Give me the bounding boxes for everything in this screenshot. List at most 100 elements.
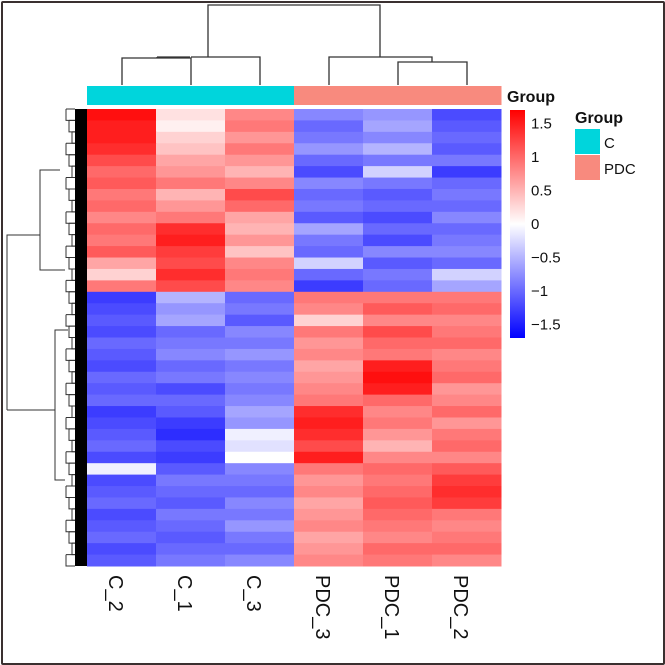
cell-C_3-row13 [225,246,295,259]
cell-PDC_3-row9 [294,200,364,213]
cell-PDC_2-row36 [432,508,502,521]
row-leaf-branch [65,416,75,430]
cell-C_2-row7 [87,177,157,190]
cell-C_1-row16 [156,280,226,293]
cell-C_2-row6 [87,166,157,179]
cell-PDC_3-row26 [294,394,364,407]
row-leaf-branch [65,177,75,190]
cell-PDC_1-row31 [363,451,433,464]
cell-PDC_3-row31 [294,451,364,464]
row-leaf-branch [65,314,75,327]
cell-PDC_2-row28 [432,417,502,430]
column-label: C_1 [173,575,195,612]
cell-C_3-row26 [225,394,295,407]
cell-PDC_1-row25 [363,383,433,396]
cell-C_2-row11 [87,223,157,236]
cell-C_3-row5 [225,154,295,167]
legend-label: C [604,135,615,152]
cell-C_1-row25 [156,383,226,396]
cell-PDC_1-row14 [363,257,433,270]
cell-PDC_1-row34 [363,486,433,498]
cell-C_3-row36 [225,508,295,521]
cell-C_2-row32 [87,463,157,476]
cell-PDC_2-row2 [432,120,502,133]
cell-PDC_2-row34 [432,486,502,498]
row-leaf-branch [65,108,75,121]
row-leaf-branch [68,359,75,373]
colorbar-tick-label: −1.5 [531,317,561,334]
row-leaf-branch [65,451,75,464]
colorbar-tick-label: −1 [531,283,548,300]
row-leaf-branch [68,291,75,304]
cell-PDC_1-row15 [363,268,433,281]
cell-C_2-row36 [87,508,157,521]
cell-C_3-row7 [225,177,295,190]
cell-C_3-row33 [225,474,295,487]
cell-C_3-row40 [225,554,295,567]
annotation-C_2 [87,86,157,105]
annotation-title: Group [507,89,555,106]
cell-PDC_2-row1 [432,109,502,121]
cell-PDC_2-row26 [432,394,502,407]
cell-C_1-row19 [156,314,226,327]
cell-C_1-row38 [156,531,226,544]
cell-C_1-row31 [156,451,226,464]
cell-C_1-row2 [156,120,226,133]
cell-C_1-row27 [156,406,226,418]
cell-C_2-row8 [87,188,157,201]
cell-C_2-row1 [87,109,157,121]
column-label: C_3 [242,575,264,612]
row-leaf-branch [68,154,75,167]
cell-PDC_2-row24 [432,371,502,384]
cell-C_3-row10 [225,211,295,224]
cell-C_3-row8 [225,188,295,201]
cell-PDC_2-row33 [432,474,502,487]
cell-PDC_3-row20 [294,326,364,338]
column-label: PDC_2 [449,575,471,639]
cell-PDC_1-row40 [363,554,433,567]
cell-C_1-row17 [156,291,226,304]
colorbar-tick-label: −0.5 [531,250,561,267]
group-legend: C PDC [575,129,636,180]
cell-PDC_3-row39 [294,543,364,556]
cell-PDC_2-row18 [432,303,502,316]
colorbar-ticks: 1.5 1 0.5 0 −0.5 −1 −1.5 [531,115,561,333]
row-leaf-branch [65,519,75,533]
cell-PDC_2-row21 [432,337,502,350]
row-leaf-branch [68,222,75,236]
cell-PDC_2-row8 [432,188,502,201]
cell-C_2-row22 [87,348,157,361]
cell-PDC_3-row11 [294,223,364,236]
cell-C_1-row34 [156,486,226,498]
row-leaf-branch [71,131,75,144]
row-leaf-branch [71,302,75,316]
cell-C_1-row14 [156,257,226,270]
row-leaf-branch [68,394,75,407]
row-leaf-branch [71,337,75,350]
row-leaf-branch [71,474,75,487]
cell-C_2-row10 [87,211,157,224]
cell-C_3-row27 [225,406,295,418]
annotation-C_1 [156,86,226,105]
cell-C_2-row38 [87,531,157,544]
row-leaf-branch [65,245,75,259]
cell-PDC_2-row12 [432,234,502,247]
colorbar-tick-label: 0 [531,216,539,233]
cell-PDC_1-row36 [363,508,433,521]
cell-C_1-row9 [156,200,226,213]
cell-PDC_1-row30 [363,440,433,453]
cell-PDC_3-row10 [294,211,364,224]
cell-PDC_1-row5 [363,154,433,167]
cell-PDC_2-row22 [432,348,502,361]
cell-PDC_2-row20 [432,326,502,338]
cell-C_2-row15 [87,268,157,281]
cell-PDC_2-row3 [432,131,502,144]
cell-PDC_2-row40 [432,554,502,567]
cell-PDC_3-row15 [294,268,364,281]
cell-PDC_3-row19 [294,314,364,327]
cell-PDC_3-row36 [294,508,364,521]
cell-C_2-row13 [87,246,157,259]
annotation-PDC_1 [363,86,433,105]
cell-PDC_1-row11 [363,223,433,236]
